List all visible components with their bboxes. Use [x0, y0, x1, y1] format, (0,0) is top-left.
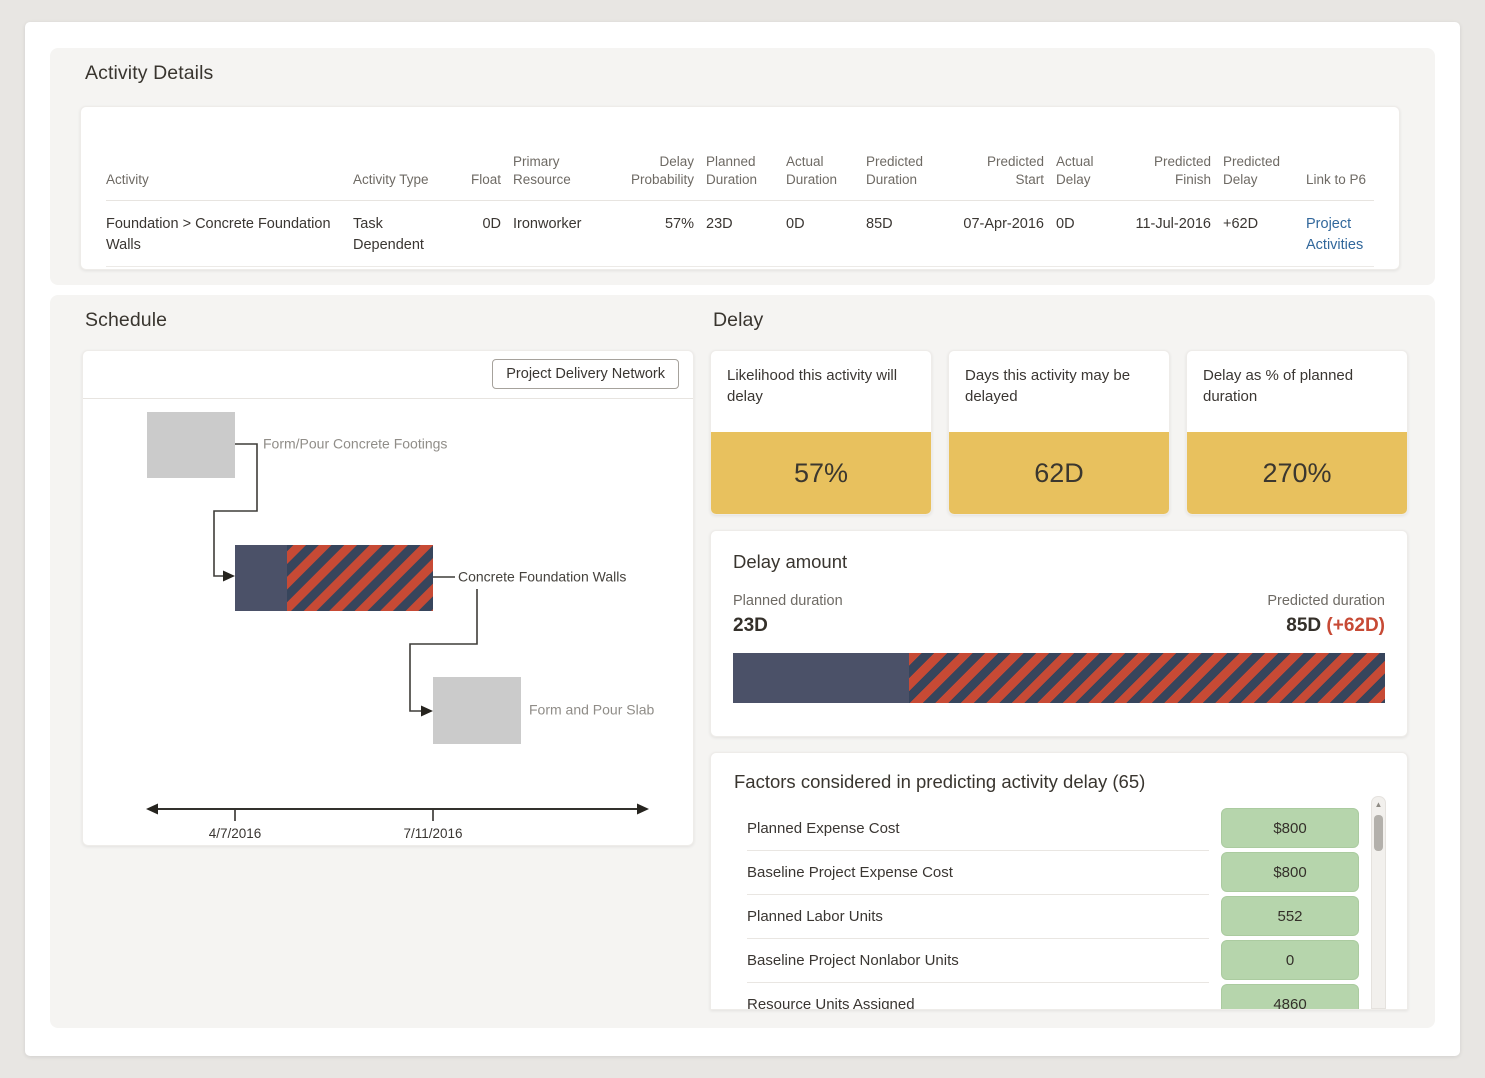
col-predicted-duration: Predicted Duration [866, 153, 924, 187]
activity-bar-planned[interactable] [235, 545, 287, 611]
axis-right-arrow-icon [637, 803, 649, 815]
factor-row: Planned Labor Units 552 [747, 894, 1359, 938]
cell-predicted-delay: +62D [1223, 216, 1259, 232]
factor-label: Baseline Project Expense Cost [747, 850, 1209, 894]
scroll-up-icon[interactable]: ▲ [1374, 800, 1383, 809]
node-label: Form and Pour Slab [529, 702, 654, 718]
cell-delay-probability: 57% [664, 216, 694, 232]
schedule-title: Schedule [85, 309, 168, 331]
cell-predicted-start: 07-Apr-2016 [963, 216, 1044, 232]
planned-duration-value: 23D [733, 615, 768, 636]
predicted-delay-delta: (+62D) [1326, 615, 1385, 636]
planned-duration-block: Planned duration 23D [733, 593, 843, 637]
col-predicted-finish: Predicted Finish [1153, 153, 1211, 187]
cell-activity-type: Task Dependent [353, 216, 424, 254]
node-label: Form/Pour Concrete Footings [263, 436, 447, 452]
col-actual-duration: Actual Duration [786, 153, 838, 187]
factor-row: Baseline Project Nonlabor Units 0 [747, 938, 1359, 982]
axis-date-start: 4/7/2016 [209, 826, 262, 841]
cell-actual-delay: 0D [1056, 216, 1075, 232]
schedule-network-diagram: Form/Pour Concrete Footings Concrete Fou… [146, 412, 654, 841]
factors-scrollbar[interactable]: ▲ [1371, 796, 1386, 1009]
delay-amount-bar [733, 653, 1385, 703]
factor-row: Resource Units Assigned 4860 [747, 982, 1359, 1009]
col-predicted-start: Predicted Start [986, 153, 1044, 187]
factor-value: 552 [1221, 896, 1359, 936]
factors-title: Factors considered in predicting activit… [734, 771, 1146, 792]
predicted-duration-value: 85D [1286, 615, 1322, 636]
cell-float: 0D [482, 216, 501, 232]
cell-primary-resource: Ironworker [513, 216, 582, 232]
delay-amount-title: Delay amount [733, 551, 848, 572]
kpi-value: 57% [711, 432, 931, 514]
factor-label: Baseline Project Nonlabor Units [747, 938, 1209, 982]
kpi-likelihood: Likelihood this activity will delay 57% [710, 350, 932, 515]
axis-date-end: 7/11/2016 [403, 826, 462, 841]
kpi-value: 270% [1187, 432, 1407, 514]
project-activities-link[interactable]: Project Activities [1306, 216, 1364, 254]
connector-line [213, 443, 258, 577]
activity-table: Activity Activity Type Float Primary Res… [80, 106, 1400, 270]
node-form-pour-concrete-footings[interactable] [147, 412, 235, 478]
factor-row: Baseline Project Expense Cost $800 [747, 850, 1359, 894]
scrollbar-thumb[interactable] [1374, 815, 1383, 851]
schedule-toolbar: Project Delivery Network [83, 351, 693, 399]
main-content: Activity Details Activity Activity Type … [25, 22, 1460, 1056]
planned-bar-segment [733, 653, 910, 703]
delay-amount-card: Delay amount Planned duration 23D Predic… [710, 530, 1408, 737]
factor-row: Planned Expense Cost $800 [747, 806, 1359, 850]
col-actual-delay: Actual Delay [1056, 153, 1094, 187]
col-float: Float [470, 171, 501, 187]
kpi-delay-percent: Delay as % of planned duration 270% [1186, 350, 1408, 515]
predicted-duration-block: Predicted duration 85D (+62D) [1267, 593, 1385, 637]
col-link-to-p6: Link to P6 [1306, 171, 1367, 187]
cell-predicted-duration: 85D [866, 216, 893, 232]
activity-details-title: Activity Details [85, 62, 214, 84]
kpi-label: Days this activity may be delayed [965, 367, 1131, 406]
node-form-and-pour-slab[interactable] [433, 677, 521, 744]
planned-duration-label: Planned duration [733, 593, 843, 609]
col-primary-resource: Primary Resource [513, 153, 571, 187]
activity-bar-delay[interactable] [287, 545, 433, 611]
kpi-value: 62D [949, 432, 1169, 514]
axis-left-arrow-icon [146, 803, 158, 815]
factor-value: 0 [1221, 940, 1359, 980]
cell-activity: Foundation > Concrete Foundation Walls [106, 216, 331, 254]
factor-label: Resource Units Assigned [747, 982, 1209, 1009]
col-planned-duration: Planned Duration [706, 153, 758, 187]
factor-value: $800 [1221, 808, 1359, 848]
predicted-duration-label: Predicted duration [1267, 593, 1385, 609]
kpi-label: Likelihood this activity will delay [727, 367, 898, 406]
kpi-label: Delay as % of planned duration [1203, 367, 1354, 406]
node-label: Concrete Foundation Walls [458, 569, 626, 585]
factor-label: Planned Expense Cost [747, 819, 900, 837]
factor-value: 4860 [1221, 984, 1359, 1009]
col-delay-probability: Delay Probability [630, 153, 694, 187]
connector-line [409, 589, 478, 712]
project-delivery-network-button[interactable]: Project Delivery Network [492, 359, 679, 389]
arrowhead-icon [223, 570, 235, 582]
col-predicted-delay: Predicted Delay [1223, 153, 1281, 187]
table-header: Activity Activity Type Float Primary Res… [106, 107, 1374, 201]
cell-actual-duration: 0D [786, 216, 805, 232]
cell-predicted-finish: 11-Jul-2016 [1135, 216, 1211, 232]
schedule-panel: Project Delivery Network Form/Pour Concr… [82, 350, 694, 846]
col-activity: Activity [106, 171, 149, 187]
factor-label: Planned Labor Units [747, 894, 1209, 938]
activity-details-section: Activity Details Activity Activity Type … [50, 48, 1435, 285]
factors-list: Planned Expense Cost $800 Baseline Proje… [747, 806, 1359, 1009]
delay-title: Delay [713, 309, 764, 331]
col-activity-type: Activity Type [353, 171, 429, 187]
arrowhead-icon [421, 705, 433, 717]
activity-table-row[interactable]: Foundation > Concrete Foundation Walls T… [106, 201, 1374, 266]
delay-bar-segment [909, 653, 1385, 703]
schedule-delay-section: Schedule Project Delivery Network Form/P… [50, 295, 1435, 1028]
factor-value: $800 [1221, 852, 1359, 892]
factors-card: Factors considered in predicting activit… [710, 752, 1408, 1010]
kpi-days-delayed: Days this activity may be delayed 62D [948, 350, 1170, 515]
table-body: Foundation > Concrete Foundation Walls T… [106, 201, 1374, 268]
cell-planned-duration: 23D [706, 216, 733, 232]
